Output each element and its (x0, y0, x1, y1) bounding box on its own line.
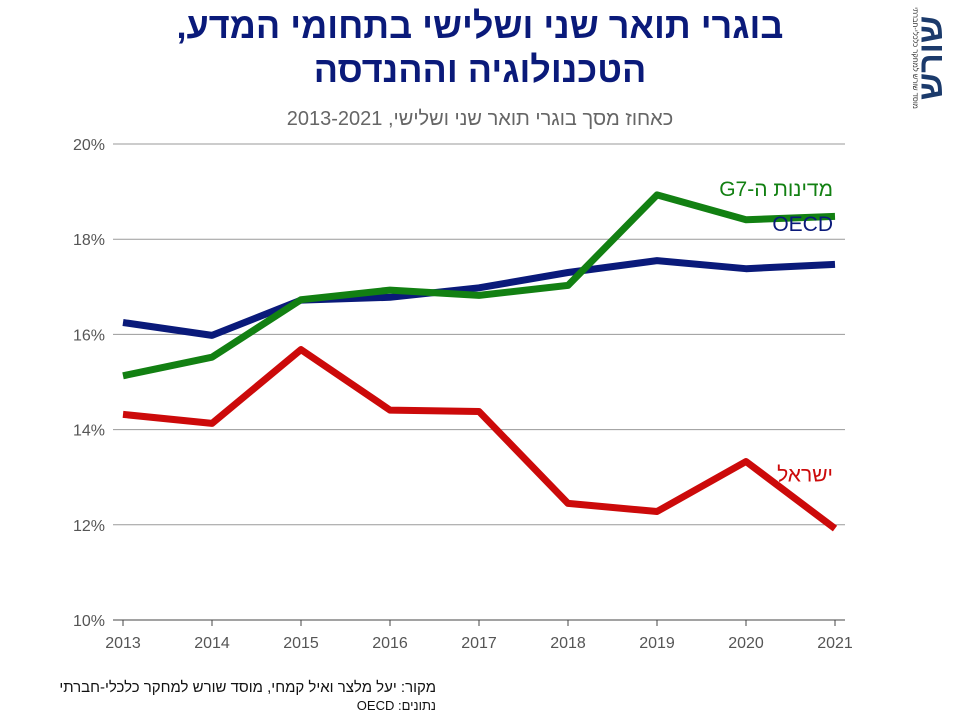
x-tick-label: 2017 (461, 635, 497, 652)
x-tick-label: 2020 (728, 635, 764, 652)
series-label: ישראל (777, 463, 833, 486)
logo-text: שורש (912, 16, 950, 101)
logo: שורש מוסד שורש למחקר כלכלי-חברתי (911, 7, 950, 109)
series-label: מדינות ה-G7 (719, 178, 833, 201)
chart-title: בוגרי תואר שני ושלישי בתחומי המדע, הטכנו… (176, 5, 784, 90)
x-tick-label: 2016 (372, 635, 408, 652)
source-note: מקור: יעל מלצר ואיל קמחי, מוסד שורש למחק… (59, 679, 436, 696)
series-label: OECD (772, 213, 833, 236)
y-tick-label: 14% (73, 423, 105, 440)
logo-tagline: מוסד שורש למחקר כלכלי-חברתי (911, 7, 920, 109)
x-tick-label: 2015 (283, 635, 319, 652)
y-tick-label: 12% (73, 518, 105, 535)
y-tick-label: 18% (73, 232, 105, 249)
y-tick-label: 20% (73, 137, 105, 154)
data-source-note: נתונים: OECD (356, 698, 436, 713)
y-tick-label: 10% (73, 613, 105, 630)
x-tick-label: 2014 (194, 635, 230, 652)
x-tick-label: 2021 (817, 635, 853, 652)
x-tick-label: 2019 (639, 635, 675, 652)
x-tick-label: 2018 (550, 635, 586, 652)
x-tick-label: 2013 (105, 635, 141, 652)
y-tick-label: 16% (73, 327, 105, 344)
chart-subtitle: כאחוז מסך בוגרי תואר שני ושלישי, 2013-20… (286, 108, 674, 130)
series-line (122, 346, 838, 532)
